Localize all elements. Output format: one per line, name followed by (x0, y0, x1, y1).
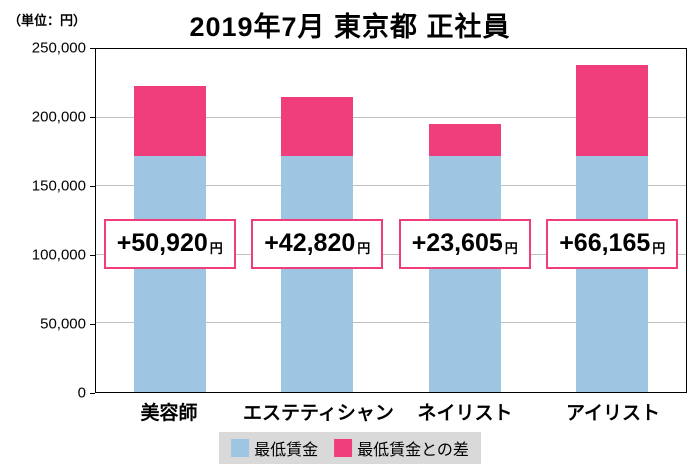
gridline (96, 253, 686, 255)
difference-unit: 円 (357, 241, 371, 257)
difference-value: +66,165 (559, 229, 651, 258)
plot-area: +50,920 円 +42,820 円 +23,605 円 +66,165 円 (95, 48, 687, 393)
bar-segment-difference (133, 86, 206, 157)
difference-label-box: +23,605 円 (398, 218, 531, 269)
gridline (96, 116, 686, 118)
legend-label: 最低賃金との差 (357, 442, 469, 459)
chart-title: 2019年7月 東京都 正社員 (189, 12, 511, 42)
x-axis-category-label: アイリスト (565, 403, 661, 424)
legend: 最低賃金 最低賃金との差 (219, 432, 481, 464)
bar-segment-difference (576, 65, 649, 157)
y-axis-tick-label: 150,000 (31, 177, 86, 195)
y-axis-tick-label: 250,000 (31, 39, 86, 57)
x-axis-category-label: ネイリスト (417, 403, 513, 424)
difference-label-box: +42,820 円 (251, 218, 384, 269)
y-axis-tick-label: 50,000 (40, 315, 86, 333)
x-axis-category-label: 美容師 (140, 403, 198, 424)
y-axis-tick (90, 324, 95, 325)
y-axis-tick (90, 48, 95, 49)
y-axis-tick-label: 100,000 (31, 246, 86, 264)
difference-label-box: +50,920 円 (103, 218, 236, 269)
bar-1 (133, 49, 206, 392)
bar-segment-difference (428, 123, 501, 157)
bar-segment-minimum-wage (576, 156, 649, 392)
difference-unit: 円 (652, 241, 666, 257)
bar-2 (281, 49, 354, 392)
bar-4 (576, 49, 649, 392)
legend-item: 最低賃金との差 (334, 436, 469, 460)
x-axis-labels: 美容師 エステティシャン ネイリスト アイリスト (95, 398, 687, 425)
y-axis-tick (90, 393, 95, 394)
bar-segment-minimum-wage (428, 156, 501, 392)
difference-unit: 円 (504, 241, 518, 257)
difference-value: +50,920 (116, 229, 208, 258)
y-axis-tick (90, 255, 95, 256)
legend-swatch-icon (334, 439, 353, 457)
y-axis-tick-label: 0 (77, 384, 86, 402)
y-axis-tick (90, 117, 95, 118)
difference-value: +42,820 (264, 229, 356, 258)
legend-item: 最低賃金 (231, 436, 318, 460)
bar-3 (428, 49, 501, 392)
gridline (96, 185, 686, 187)
legend-swatch-icon (231, 439, 250, 457)
y-axis-tick-label: 200,000 (31, 108, 86, 126)
bar-segment-difference (281, 97, 354, 157)
difference-label-box: +66,165 円 (546, 218, 679, 269)
bar-segment-minimum-wage (281, 156, 354, 392)
gridline (96, 322, 686, 324)
bar-segment-minimum-wage (133, 156, 206, 392)
y-axis-tick (90, 186, 95, 187)
difference-value: +23,605 (411, 229, 503, 258)
x-axis-category-label: エステティシャン (243, 403, 394, 424)
difference-unit: 円 (209, 241, 223, 257)
legend-label: 最低賃金 (254, 442, 319, 459)
unit-label: （単位：円） (8, 13, 87, 28)
